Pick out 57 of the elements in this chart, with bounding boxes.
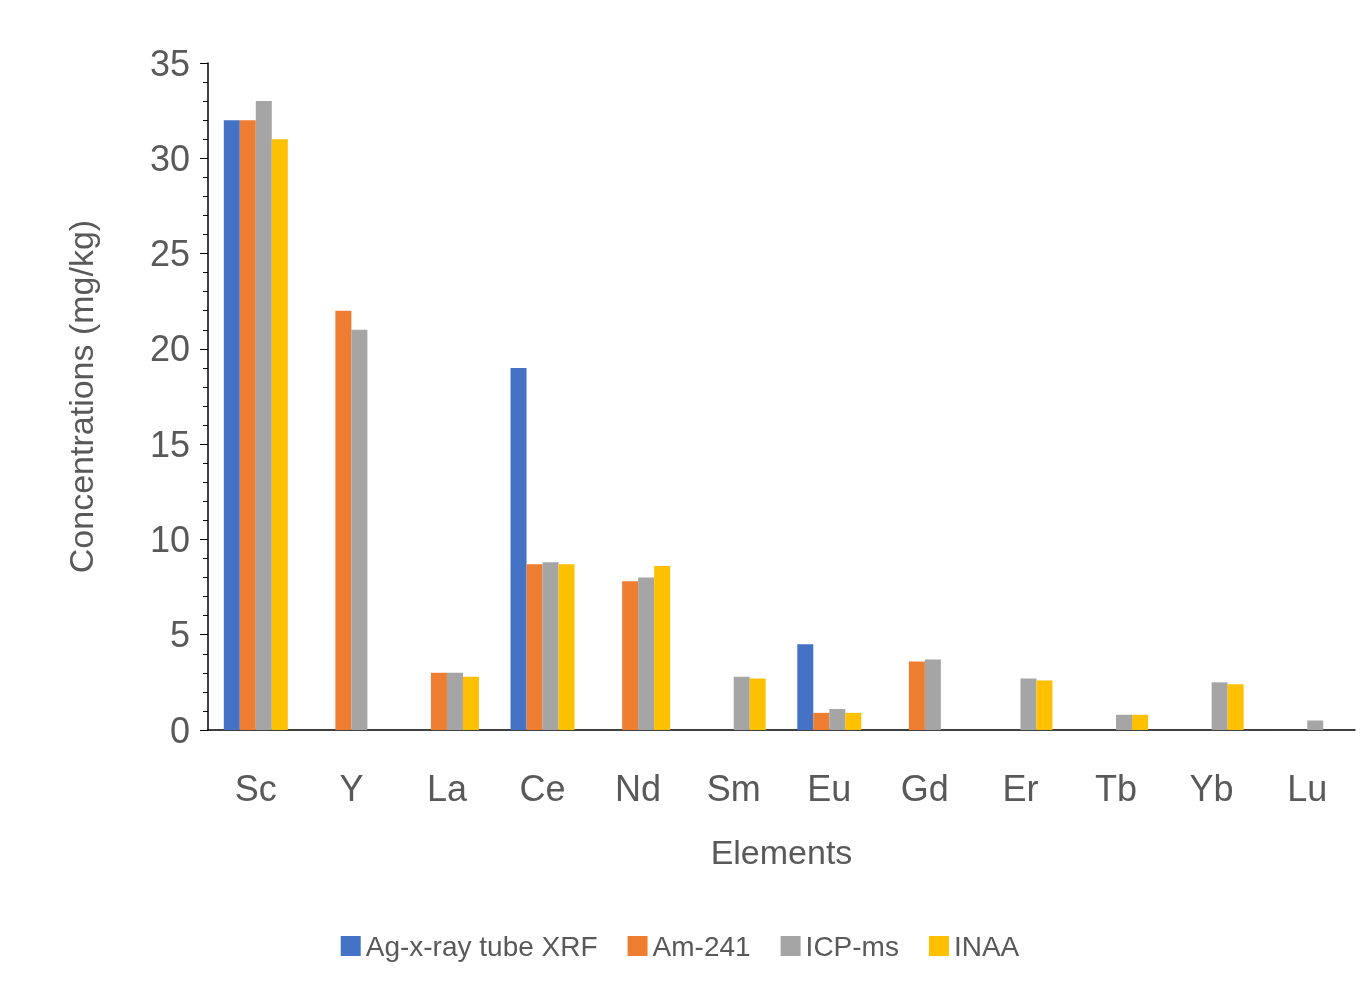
bar [255,101,272,730]
x-tick-label: Er [1002,767,1039,809]
legend-label: Ag-x-ray tube XRF [365,930,598,962]
x-tick-label: La [426,767,468,809]
x-tick-label: Ce [519,767,566,809]
legend-label: ICP-ms [805,930,899,962]
y-tick-label: 20 [149,328,190,370]
x-tick-label: Sc [234,767,277,809]
x-tick-label: Lu [1287,767,1328,809]
bar [622,581,639,730]
bar [271,139,288,730]
x-tick-label: Tb [1095,767,1138,809]
bar [1036,680,1053,730]
bar [654,566,671,730]
bar [1227,684,1244,730]
bar [908,661,925,730]
y-tick-label: 15 [149,423,190,465]
y-tick-label: 10 [149,518,190,560]
bar [1307,720,1324,730]
y-tick-label: 5 [169,614,190,656]
bar [733,676,750,730]
y-tick-label: 25 [149,233,190,275]
bar [558,564,575,730]
y-tick-label: 35 [149,42,190,84]
bar [797,644,814,730]
bar [924,659,941,730]
bar [1020,678,1037,730]
bar [430,672,447,730]
bar [1211,682,1228,730]
legend-label: INAA [953,930,1020,962]
bar [462,676,479,730]
y-tick-label: 0 [169,709,190,751]
bar [829,709,846,730]
x-tick-label: Y [339,767,364,809]
x-tick-label: Eu [807,767,852,809]
bar [239,120,256,730]
bar [335,310,352,730]
bar [813,712,830,730]
x-tick-label: Yb [1189,767,1234,809]
bar [845,712,862,730]
legend-label: Am-241 [652,930,751,962]
x-tick-label: Sm [706,767,761,809]
x-tick-label: Gd [900,767,949,809]
x-tick-label: Nd [615,767,662,809]
bar [223,120,240,730]
y-axis-title: Concentrations (mg/kg) [62,219,100,574]
y-tick-label: 30 [149,137,190,179]
bar [446,672,463,730]
bar [526,564,543,730]
bar [638,577,655,730]
bar [351,329,368,730]
bar [1132,714,1149,730]
bar [749,678,766,730]
bar [1116,714,1133,730]
bar [542,562,559,730]
x-axis-title: Elements [710,833,853,871]
bar [510,367,527,730]
